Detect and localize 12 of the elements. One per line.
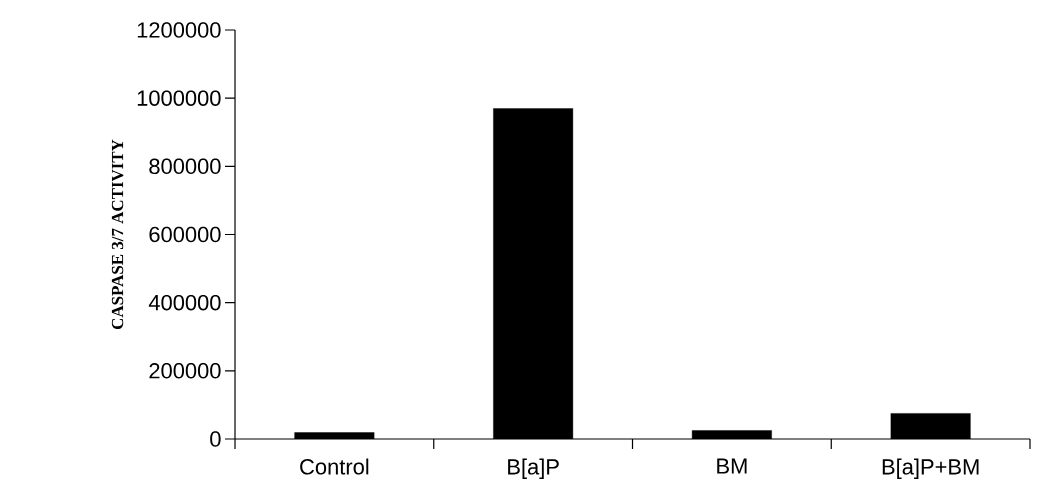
y-axis-title: CASPASE 3/7 ACTIVITY	[111, 139, 124, 330]
x-tick-label: Control	[300, 458, 369, 475]
y-tick-label: 800000	[149, 158, 221, 175]
y-tick-label: 1200000	[137, 22, 221, 38]
y-tick-label: 200000	[149, 363, 221, 379]
y-tick-label: 400000	[148, 294, 221, 311]
y-tick-label: 600000	[149, 226, 221, 243]
y-tick-label: 1000000	[137, 90, 221, 106]
x-tick-label: B[a]P	[508, 458, 559, 479]
x-tick-label: BM	[717, 458, 747, 474]
y-tick-label: 0	[210, 431, 221, 447]
x-tick-label: B[a]P+BM	[882, 458, 979, 479]
